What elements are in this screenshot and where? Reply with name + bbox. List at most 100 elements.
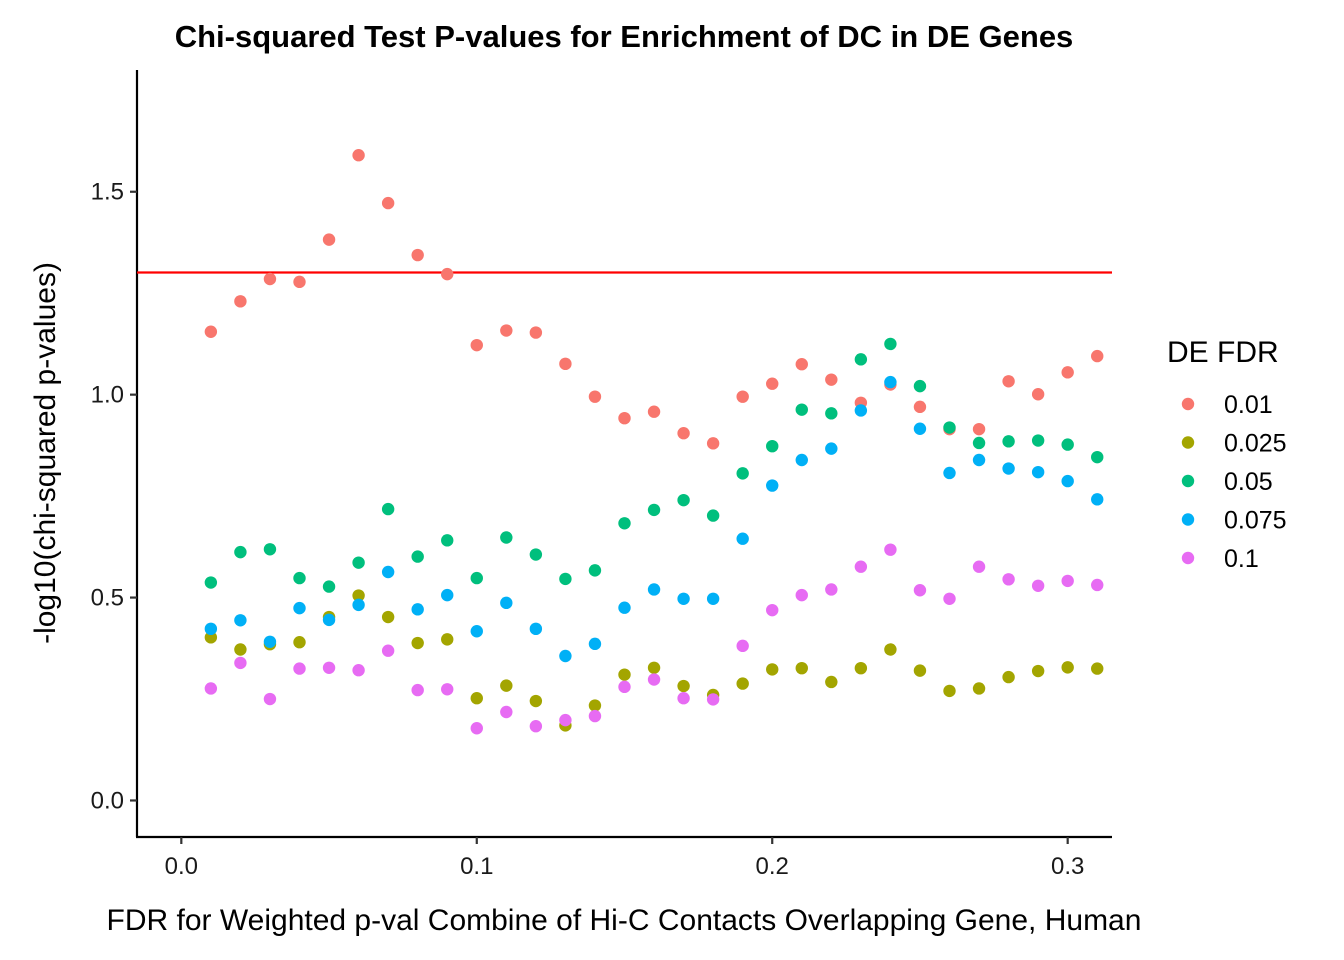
data-point-fdr-0.075 <box>913 422 927 435</box>
data-point-fdr-0.05 <box>766 439 779 453</box>
data-point-fdr-0.075 <box>322 613 336 627</box>
data-point-fdr-0.1 <box>470 722 483 735</box>
data-point-fdr-0.1 <box>1091 578 1104 592</box>
legend: DE FDR 0.01 0.025 0.05 0.075 0.1 <box>1167 336 1287 573</box>
data-point-fdr-0.075 <box>972 453 986 467</box>
data-point-fdr-0.01 <box>500 324 513 337</box>
data-point-fdr-0.01 <box>1031 388 1045 401</box>
data-point-fdr-0.01 <box>618 411 631 425</box>
data-point-fdr-0.075 <box>884 375 897 389</box>
data-point-fdr-0.075 <box>1031 465 1045 479</box>
data-point-fdr-0.05 <box>204 576 218 589</box>
data-point-fdr-0.01 <box>647 405 661 418</box>
x-tick-label: 0.1 <box>460 853 493 880</box>
data-point-fdr-0.1 <box>529 720 543 733</box>
data-point-fdr-0.075 <box>470 625 483 638</box>
data-point-fdr-0.1 <box>322 661 336 674</box>
data-point-fdr-0.075 <box>263 635 277 649</box>
data-point-fdr-0.025 <box>884 643 897 656</box>
data-point-fdr-0.1 <box>766 603 779 617</box>
data-point-fdr-0.05 <box>559 572 572 586</box>
data-point-fdr-0.075 <box>441 588 454 602</box>
data-point-fdr-0.025 <box>293 636 306 649</box>
data-point-fdr-0.01 <box>322 233 336 246</box>
data-point-fdr-0.025 <box>1002 670 1015 684</box>
data-point-fdr-0.075 <box>411 603 424 616</box>
data-point-fdr-0.1 <box>1061 574 1074 588</box>
data-point-fdr-0.025 <box>470 692 483 705</box>
data-point-fdr-0.075 <box>352 598 365 612</box>
data-point-fdr-0.01 <box>559 357 572 371</box>
data-point-fdr-0.1 <box>618 680 631 694</box>
data-point-fdr-0.05 <box>1031 434 1045 447</box>
data-point-fdr-0.025 <box>766 663 779 676</box>
data-point-fdr-0.075 <box>943 466 956 480</box>
legend-key-0.075 <box>1181 513 1195 526</box>
data-point-fdr-0.025 <box>234 643 247 656</box>
data-point-fdr-0.025 <box>529 694 543 708</box>
data-point-fdr-0.025 <box>588 699 602 712</box>
data-point-fdr-0.025 <box>647 661 661 674</box>
legend-label: 0.05 <box>1224 468 1273 496</box>
data-point-fdr-0.025 <box>204 631 218 644</box>
data-point-fdr-0.025 <box>795 661 808 675</box>
y-tick-label: 0.0 <box>91 787 124 814</box>
chart-title: Chi-squared Test P-values for Enrichment… <box>175 19 1074 54</box>
data-point-fdr-0.1 <box>500 705 513 719</box>
data-point-fdr-0.075 <box>381 565 395 579</box>
data-point-fdr-0.01 <box>411 248 424 262</box>
data-point-fdr-0.01 <box>588 390 602 403</box>
data-point-fdr-0.025 <box>1061 661 1074 674</box>
data-point-fdr-0.05 <box>677 493 690 507</box>
data-point-fdr-0.025 <box>381 610 395 624</box>
legend-label: 0.075 <box>1224 507 1287 535</box>
data-point-fdr-0.075 <box>618 601 631 614</box>
data-point-fdr-0.1 <box>795 588 808 602</box>
data-point-fdr-0.1 <box>1031 579 1045 592</box>
legend-key-0.025 <box>1181 436 1195 449</box>
data-point-fdr-0.025 <box>1091 662 1104 675</box>
data-point-fdr-0.1 <box>411 683 424 697</box>
data-point-fdr-0.075 <box>204 622 218 636</box>
data-point-fdr-0.05 <box>1002 435 1015 448</box>
data-points <box>204 149 1104 735</box>
data-point-fdr-0.025 <box>352 589 365 602</box>
data-point-fdr-0.075 <box>559 649 572 663</box>
data-point-fdr-0.075 <box>647 583 661 596</box>
legend-key-0.1 <box>1181 551 1195 565</box>
data-point-fdr-0.05 <box>293 571 306 585</box>
data-point-fdr-0.05 <box>1061 438 1074 451</box>
data-point-fdr-0.1 <box>559 713 572 727</box>
data-point-fdr-0.025 <box>854 661 868 675</box>
data-point-fdr-0.075 <box>766 479 779 492</box>
data-point-fdr-0.1 <box>293 662 306 675</box>
data-point-fdr-0.1 <box>825 583 838 596</box>
data-point-fdr-0.01 <box>293 275 306 289</box>
data-point-fdr-0.075 <box>1061 474 1074 488</box>
data-point-fdr-0.025 <box>913 664 927 677</box>
data-point-fdr-0.1 <box>677 692 690 705</box>
data-point-fdr-0.075 <box>1091 493 1104 506</box>
data-point-fdr-0.075 <box>1002 462 1015 475</box>
data-point-fdr-0.1 <box>706 693 720 706</box>
data-point-fdr-0.01 <box>352 149 365 162</box>
data-point-fdr-0.01 <box>913 400 927 414</box>
data-point-fdr-0.05 <box>736 467 749 480</box>
data-point-fdr-0.05 <box>706 509 720 522</box>
data-point-fdr-0.01 <box>234 295 247 308</box>
data-point-fdr-0.01 <box>470 338 483 352</box>
data-point-fdr-0.05 <box>854 353 868 366</box>
data-point-fdr-0.05 <box>411 550 424 563</box>
data-point-fdr-0.075 <box>500 596 513 610</box>
data-point-fdr-0.1 <box>263 692 277 706</box>
data-point-fdr-0.075 <box>736 532 749 545</box>
data-point-fdr-0.075 <box>529 622 543 636</box>
data-point-fdr-0.05 <box>795 403 808 416</box>
data-point-fdr-0.05 <box>972 436 986 450</box>
data-point-fdr-0.1 <box>854 560 868 573</box>
data-point-fdr-0.01 <box>381 196 395 210</box>
data-point-fdr-0.01 <box>204 325 218 338</box>
legend-title: DE FDR <box>1167 336 1279 369</box>
x-tick-label: 0.2 <box>756 853 789 880</box>
legend-key-0.05 <box>1181 474 1195 488</box>
